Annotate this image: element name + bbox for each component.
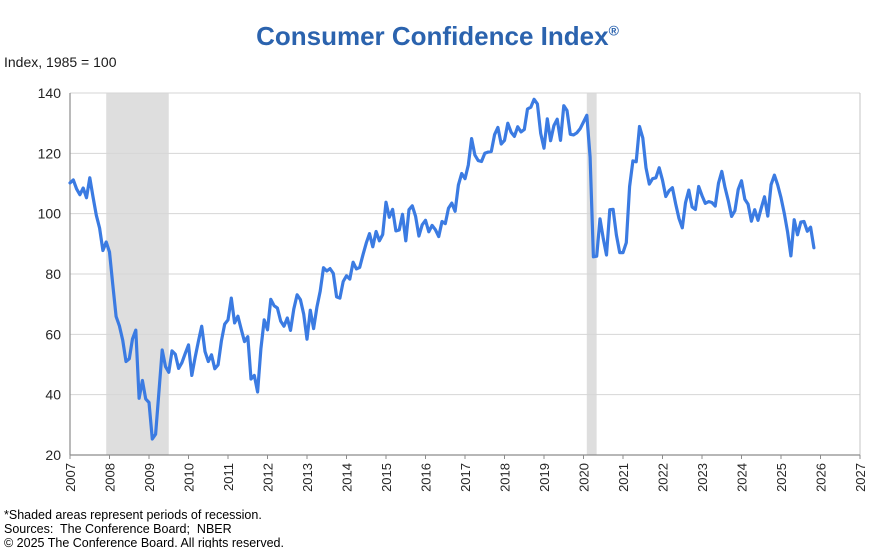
x-tick-label: 2013 (300, 463, 315, 492)
x-tick-label: 2009 (142, 463, 157, 492)
x-tick-label: 2020 (577, 463, 592, 492)
x-tick-label: 2014 (340, 463, 355, 492)
x-tick-label: 2015 (379, 463, 394, 492)
y-tick-label: 20 (45, 447, 61, 463)
registered-trademark-symbol: ® (608, 22, 619, 39)
y-tick-label: 140 (38, 85, 62, 101)
footnotes: *Shaded areas represent periods of reces… (4, 508, 284, 548)
x-tick-label: 2025 (774, 463, 789, 492)
x-tick-label: 2018 (498, 463, 513, 492)
footnote-copyright: © 2025 The Conference Board. All rights … (4, 536, 284, 548)
y-tick-label: 120 (38, 145, 62, 161)
x-tick-label: 2024 (735, 463, 750, 492)
x-tick-label: 2027 (853, 463, 868, 492)
x-tick-label: 2017 (458, 463, 473, 492)
footnote-recession: *Shaded areas represent periods of reces… (4, 508, 262, 522)
page-title-text: Consumer Confidence Index (256, 21, 609, 52)
x-tick-label: 2026 (814, 463, 829, 492)
y-tick-label: 100 (38, 206, 62, 222)
x-tick-label: 2021 (616, 463, 631, 492)
y-tick-label: 80 (45, 266, 61, 282)
y-tick-label: 60 (45, 326, 61, 342)
x-tick-label: 2010 (182, 463, 197, 492)
footnote-sources: Sources: The Conference Board; NBER (4, 522, 232, 536)
x-tick-label: 2007 (63, 463, 78, 492)
x-tick-label: 2016 (419, 463, 434, 492)
x-tick-label: 2012 (261, 463, 276, 492)
y-axis-units-label: Index, 1985 = 100 (4, 54, 117, 70)
x-tick-label: 2022 (656, 463, 671, 492)
y-tick-label: 40 (45, 387, 61, 403)
x-tick-label: 2019 (537, 463, 552, 492)
cci-data-line (68, 97, 816, 441)
x-tick-label: 2008 (103, 463, 118, 492)
page-title: Consumer Confidence Index® (0, 21, 875, 52)
x-tick-label: 2023 (695, 463, 710, 492)
x-tick-label: 2011 (221, 463, 236, 491)
